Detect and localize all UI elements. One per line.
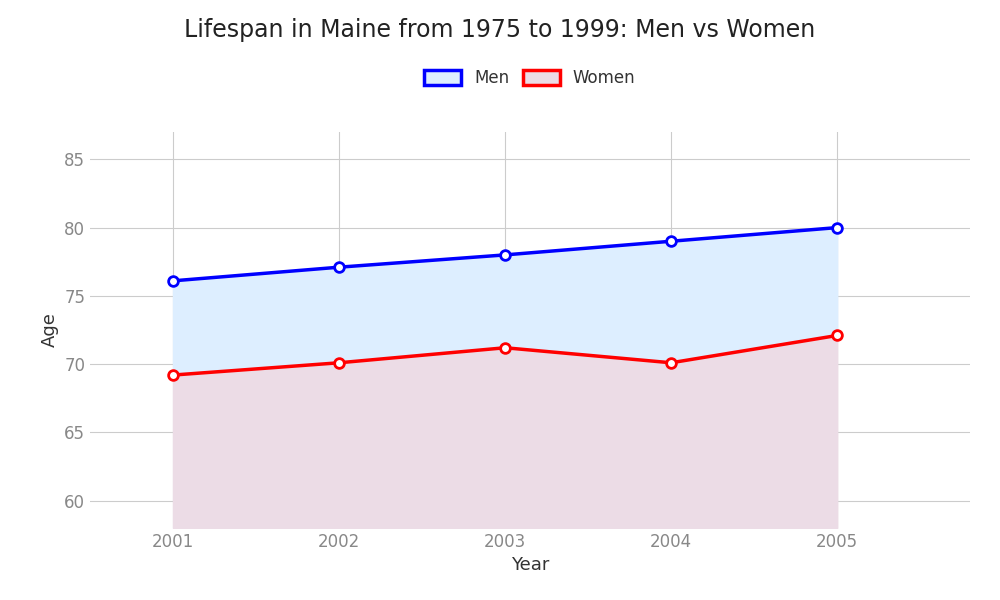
Y-axis label: Age: Age <box>41 313 59 347</box>
Legend: Men, Women: Men, Women <box>424 69 636 87</box>
Text: Lifespan in Maine from 1975 to 1999: Men vs Women: Lifespan in Maine from 1975 to 1999: Men… <box>184 18 816 42</box>
X-axis label: Year: Year <box>511 556 549 574</box>
